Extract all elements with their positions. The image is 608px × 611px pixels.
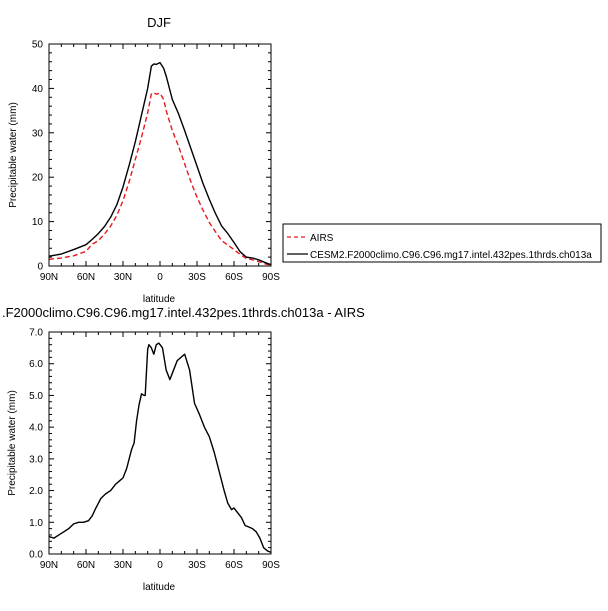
- x-ticks: 90N 60N 30N 0 30S 60S 90S: [40, 332, 280, 571]
- x-ticks: 90N 60N 30N 0 30S 60S 90S: [40, 44, 280, 283]
- legend-label-airs: AIRS: [310, 233, 334, 244]
- y-axis-label: Precipitable water (mm): [8, 102, 19, 208]
- chart-title: .F2000climo.C96.C96.mg17.intel.432pes.1t…: [2, 305, 365, 320]
- series-line: [48, 92, 272, 266]
- y-tick-label: 6.0: [29, 359, 43, 370]
- y-tick-label: 4.0: [29, 423, 43, 434]
- y-axis-label: Precipitable water (mm): [7, 390, 18, 496]
- x-tick-label: 30N: [114, 560, 132, 571]
- y-tick-label: 50: [32, 40, 44, 51]
- series-line: [48, 342, 272, 554]
- x-tick-label: 60S: [225, 272, 243, 283]
- x-tick-label: 90N: [40, 560, 58, 571]
- y-tick-label: 0.0: [29, 550, 43, 561]
- plot-frame: [48, 43, 272, 267]
- x-tick-label: 90S: [262, 272, 280, 283]
- legend-box: [282, 223, 602, 263]
- x-tick-label: 90N: [40, 272, 58, 283]
- y-tick-label: 1.0: [29, 518, 43, 529]
- x-axis-label: latitude: [143, 294, 176, 305]
- x-tick-label: 0: [157, 272, 163, 283]
- series-lines: [48, 342, 272, 554]
- chart-title: DJF: [147, 15, 171, 30]
- y-tick-label: 2.0: [29, 486, 43, 497]
- x-axis-label: latitude: [143, 582, 176, 593]
- y-tick-label: 5.0: [29, 391, 43, 402]
- y-tick-label: 20: [32, 173, 44, 184]
- plot-frame: [48, 331, 272, 555]
- y-tick-label: 0: [37, 262, 43, 273]
- y-tick-label: 7.0: [29, 328, 43, 339]
- y-tick-label: 10: [32, 217, 44, 228]
- x-tick-label: 30S: [188, 560, 206, 571]
- y-ticks: 0 10 20 30 40 50: [32, 40, 271, 273]
- series-line: [48, 61, 272, 266]
- x-tick-label: 30S: [188, 272, 206, 283]
- x-tick-label: 60S: [225, 560, 243, 571]
- y-tick-label: 3.0: [29, 454, 43, 465]
- series-lines: [48, 61, 272, 266]
- legend-label-cesm2: CESM2.F2000climo.C96.C96.mg17.intel.432p…: [310, 250, 592, 261]
- legend: AIRS CESM2.F2000climo.C96.C96.mg17.intel…: [282, 223, 602, 263]
- y-tick-label: 30: [32, 128, 44, 139]
- x-tick-label: 30N: [114, 272, 132, 283]
- chart-bottom: .F2000climo.C96.C96.mg17.intel.432pes.1t…: [2, 305, 365, 593]
- x-tick-label: 90S: [262, 560, 280, 571]
- x-tick-label: 60N: [77, 272, 95, 283]
- y-ticks: 0.0 1.0 2.0 3.0 4.0 5.0 6.0 7.0: [29, 328, 271, 561]
- x-tick-label: 0: [157, 560, 163, 571]
- chart-top: DJF Precipitable water (mm) latitude 90N…: [8, 15, 280, 305]
- x-tick-label: 60N: [77, 560, 95, 571]
- y-tick-label: 40: [32, 84, 44, 95]
